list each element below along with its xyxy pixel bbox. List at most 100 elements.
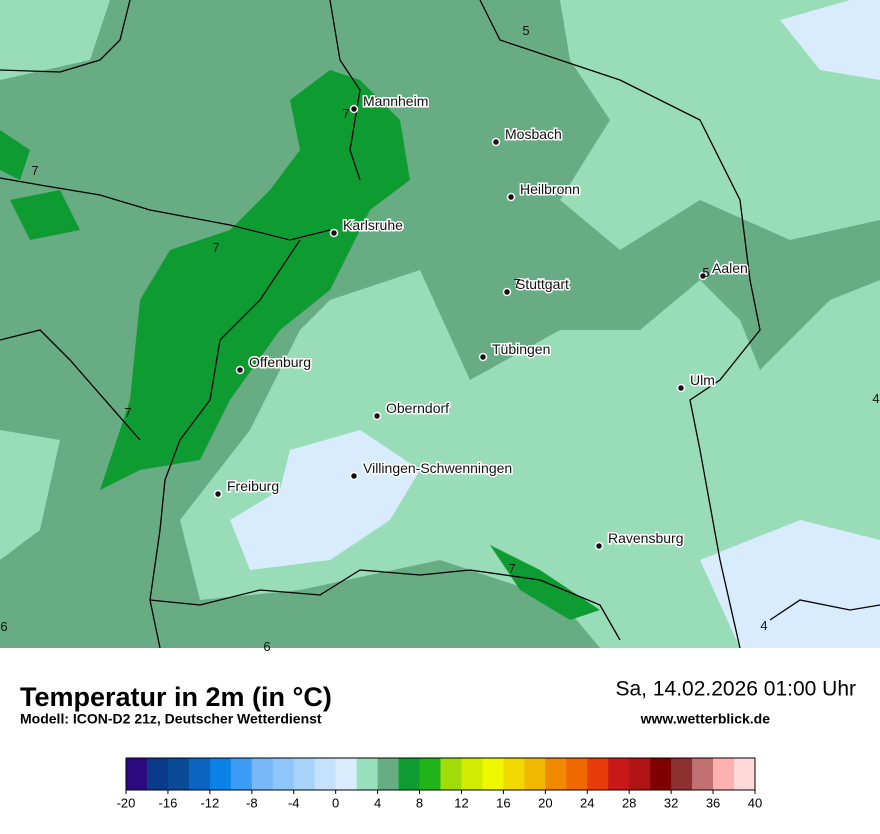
city-label: Stuttgart [516,276,569,292]
mild-region [560,0,880,250]
colorbar-tick-label: 36 [706,795,720,810]
city-marker [502,287,512,297]
border [0,177,331,241]
colorbar-tick-label: 12 [454,795,468,810]
website: www.wetterblick.de [640,711,771,727]
city-label: Villingen-Schwenningen [363,460,512,476]
model-info: Modell: ICON-D2 21z, Deutscher Wetterdie… [20,711,322,727]
border [769,599,880,621]
colorbar-tick-label: 28 [622,795,636,810]
border [0,0,141,441]
contour-label: 5 [702,265,709,280]
city-marker [372,411,382,421]
city-label: Aalen [712,260,748,276]
city-marker [478,352,488,362]
colorbar-segment [209,758,232,790]
colorbar-segment [461,758,483,790]
colorbar-segment [419,758,441,790]
colorbar-tick-label: 40 [748,795,762,810]
warm-region [0,130,600,620]
city-marker [594,541,604,551]
colorbar-segment [293,758,315,790]
colorbar-segment [377,758,399,790]
city-label: Mannheim [363,93,428,109]
colorbar-segment [650,758,672,790]
city-marker [349,471,359,481]
colorbar-segment [272,758,295,790]
colorbar-tick-label: 20 [538,795,552,810]
colorbar-segment [671,758,693,790]
colorbar-segment [440,758,462,790]
colorbar-segment [356,758,378,790]
colorbar-tick-label: 8 [416,795,423,810]
border [149,569,621,641]
colorbar-segment [587,758,609,790]
colorbar-segment [566,758,588,790]
city-marker [235,365,245,375]
contour-label: 4 [872,391,879,406]
city-marker [213,489,223,499]
colorbar-tick-label: -8 [246,795,258,810]
contour-label: 7 [124,405,131,420]
contour-label: 6 [263,639,270,654]
city-label: Offenburg [249,354,311,370]
colorbar-tick-label: 32 [664,795,678,810]
colorbar-segment [482,758,504,790]
city-marker [349,104,359,114]
colorbar-segment [188,758,211,790]
city-label: Tübingen [492,341,550,357]
map-labels: Mannheim Mosbach Heilbronn Karlsruhe Aalen St… [0,23,879,654]
colorbar-tick-label: -12 [200,795,219,810]
title: Temperatur in 2m (in °C) [20,682,332,712]
city-marker [698,271,708,281]
city-marker [506,192,516,202]
city-label: Ravensburg [608,530,684,546]
colorbar-segment [167,758,190,790]
colorbar-segment [314,758,336,790]
colorbar-tick-label: -20 [117,795,136,810]
colorbar-segment [734,758,756,790]
colorbar-segment [629,758,651,790]
colorbar-tick-label: 16 [496,795,510,810]
colorbar-frame [125,757,756,791]
city-marker [676,383,686,393]
border [479,0,761,649]
mild-region [180,270,880,648]
colorbar: -20 -16 -12 -8 -4 0 4 8 12 16 20 24 28 32 36 40 [117,757,762,810]
colorbar-tick-label: 4 [374,795,381,810]
contour-label: 7 [342,106,349,121]
cold-region [700,0,880,648]
contour-label: 7 [212,240,219,255]
city-marker [491,137,501,147]
colorbar-segment [503,758,525,790]
mild-region [0,0,110,560]
city-label: Karlsruhe [343,217,403,233]
city-label: Mosbach [505,126,562,142]
colorbar-tick-label: 24 [580,795,594,810]
city-label: Heilbronn [520,181,580,197]
map [0,0,880,649]
contour-label: 6 [0,619,7,634]
border [329,0,361,181]
city-label: Oberndorf [386,400,449,416]
contour-label: 7 [31,163,38,178]
contour-label: 7 [513,276,520,291]
colorbar-segment [398,758,420,790]
colorbar-tick-label: -4 [288,795,300,810]
colorbar-segment [126,758,148,790]
warm-region [100,70,410,490]
colorbar-segment [230,758,253,790]
colorbar-segment [545,758,567,790]
colorbar-segment [524,758,546,790]
city-label: Freiburg [227,478,279,494]
colorbar-segment [146,758,169,790]
cold-region [230,430,420,570]
colorbar-segment [251,758,274,790]
colorbar-segment [608,758,630,790]
colorbar-segment [692,758,714,790]
contour-label: 4 [760,618,767,633]
contour-label: 7 [508,561,515,576]
contour-label: 5 [522,23,529,38]
